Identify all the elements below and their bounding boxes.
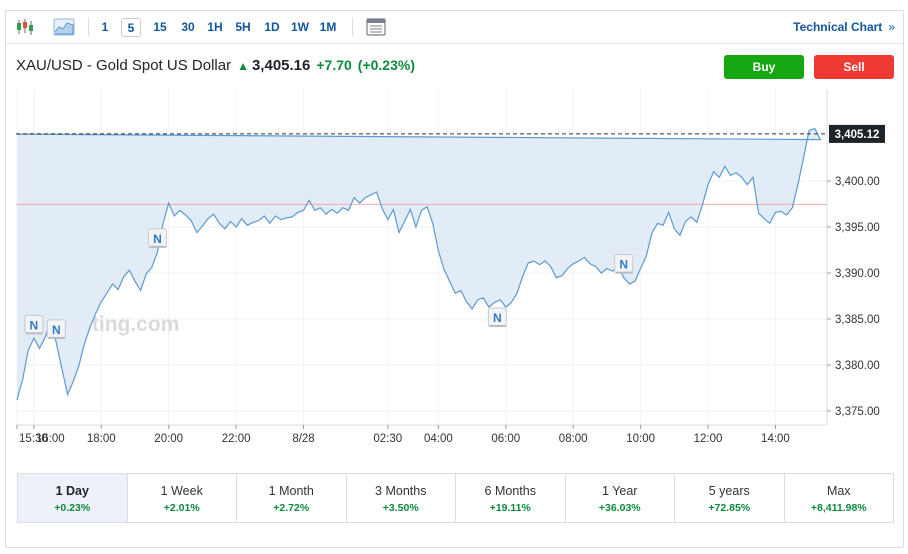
news-marker-label: N — [153, 232, 162, 246]
up-arrow-icon: ▲ — [237, 59, 249, 73]
area-chart-icon[interactable] — [53, 17, 75, 37]
range-label: Max — [826, 484, 851, 498]
x-tick-label: 18:00 — [87, 433, 116, 445]
period-5h[interactable]: 5H — [235, 20, 251, 34]
x-tick-label: 20:00 — [154, 433, 183, 445]
toolbar-divider — [352, 18, 353, 36]
range-max[interactable]: Max +8,411.98% — [784, 474, 893, 522]
range-6-months[interactable]: 6 Months +19.11% — [456, 474, 566, 522]
x-tick-label: 16:00 — [36, 433, 65, 445]
news-marker-label: N — [30, 318, 39, 332]
x-tick-label: 06:00 — [491, 433, 520, 445]
x-tick-label: 8/28 — [292, 433, 314, 445]
x-tick-label: 04:00 — [424, 433, 453, 445]
chart-widget: 1 5 15 30 1H 5H 1D 1W 1M Technical Chart… — [5, 10, 904, 548]
range-change: +8,411.98% — [810, 502, 867, 514]
news-marker-shadow — [149, 245, 167, 248]
x-tick-label: 15:30 — [19, 433, 48, 445]
instrument-header: XAU/USD - Gold Spot US Dollar ▲ 3,405.16 +7… — [16, 54, 415, 76]
news-marker: N — [487, 307, 507, 327]
y-tick-label: 3,400.00 — [835, 176, 880, 188]
news-marker: N — [614, 254, 634, 274]
candlestick-chart-icon[interactable] — [14, 17, 36, 37]
x-tick-label: 12:00 — [694, 433, 723, 445]
buy-button[interactable]: Buy — [724, 55, 804, 79]
range-change: +2.01% — [163, 502, 200, 514]
last-price-label: 3,405.12 — [829, 124, 885, 143]
news-marker-shadow — [25, 332, 43, 335]
range-label: 1 Month — [268, 484, 314, 498]
news-marker-shadow — [489, 325, 507, 327]
period-1h[interactable]: 1H — [207, 20, 223, 34]
period-1d[interactable]: 1D — [264, 20, 280, 34]
range-3-months[interactable]: 3 Months +3.50% — [346, 474, 456, 522]
period-1min[interactable]: 1 — [101, 20, 109, 34]
news-marker-shadow — [48, 336, 66, 339]
x-tick-label: 08:00 — [559, 433, 588, 445]
instrument-name: XAU/USD - Gold Spot US Dollar — [16, 57, 232, 74]
double-chevron-right-icon: » — [888, 20, 895, 34]
range-1-month[interactable]: 1 Month +2.72% — [237, 474, 347, 522]
sell-button[interactable]: Sell — [814, 55, 894, 79]
x-axis: 16:00 18:00 20:00 22:00 8/28 02:30 04:00 06:00 0… — [16, 425, 790, 445]
x-tick-label: 22:00 — [222, 433, 251, 445]
y-tick-label: 3,375.00 — [835, 406, 880, 418]
x-tick-label: 10:00 — [626, 433, 655, 445]
range-1-week[interactable]: 1 Week +2.01% — [127, 474, 237, 522]
time-range-selector: 1 Day +0.23% 1 Week +2.01% 1 Month +2.72% 3 Mo… — [17, 473, 894, 523]
y-tick-label: 3,385.00 — [835, 314, 880, 326]
range-1-year[interactable]: 1 Year +36.03% — [565, 474, 675, 522]
last-price-label-text: 3,405.12 — [835, 129, 880, 141]
news-marker-shadow — [615, 271, 633, 274]
price-area-fill — [17, 128, 821, 425]
news-marker: N — [46, 319, 66, 339]
news-marker: N — [24, 314, 44, 335]
range-label: 1 Year — [602, 484, 638, 498]
range-label: 6 Months — [484, 484, 536, 498]
range-change: +2.72% — [273, 502, 310, 514]
x-tick-label: 14:00 — [761, 433, 790, 445]
price-change: +7.70 — [316, 57, 352, 73]
news-marker-label: N — [493, 311, 502, 325]
chart-toolbar: 1 5 15 30 1H 5H 1D 1W 1M Technical Chart… — [6, 11, 903, 44]
period-5min[interactable]: 5 — [121, 18, 141, 37]
range-label: 5 years — [708, 484, 750, 498]
y-tick-label: 3,395.00 — [835, 222, 880, 234]
price-line — [16, 127, 822, 401]
period-30min[interactable]: 30 — [181, 20, 195, 34]
range-change: +36.03% — [598, 502, 641, 514]
last-price: 3,405.16 — [251, 57, 311, 74]
range-change: +3.50% — [382, 502, 419, 514]
technical-chart-label: Technical Chart — [793, 20, 883, 34]
period-1m[interactable]: 1M — [319, 20, 337, 34]
y-tick-label: 3,380.00 — [835, 360, 880, 372]
y-axis: 3,375.00 3,380.00 3,385.00 3,390.00 3,395.00… — [827, 176, 880, 418]
range-5-years[interactable]: 5 years +72.85% — [675, 474, 785, 522]
period-1w[interactable]: 1W — [291, 20, 309, 34]
news-marker-label: N — [619, 258, 628, 272]
price-change-percent: (+0.23%) — [357, 57, 415, 73]
technical-chart-link[interactable]: Technical Chart » — [793, 20, 895, 34]
range-change: +0.23% — [54, 502, 91, 514]
y-tick-label: 3,390.00 — [835, 268, 880, 280]
range-label: 1 Day — [55, 484, 89, 498]
news-marker: N — [147, 228, 167, 248]
x-tick-label: 02:30 — [373, 433, 402, 445]
period-15min[interactable]: 15 — [153, 20, 167, 34]
range-1-day[interactable]: 1 Day +0.23% — [18, 474, 128, 522]
toolbar-divider — [88, 18, 89, 36]
news-marker-label: N — [52, 323, 61, 337]
range-change: +72.85% — [708, 502, 751, 514]
table-view-icon[interactable] — [365, 17, 387, 37]
range-label: 3 Months — [375, 484, 427, 498]
range-change: +19.11% — [489, 502, 531, 514]
range-label: 1 Week — [160, 484, 203, 498]
last-price-label-bg — [829, 124, 885, 143]
